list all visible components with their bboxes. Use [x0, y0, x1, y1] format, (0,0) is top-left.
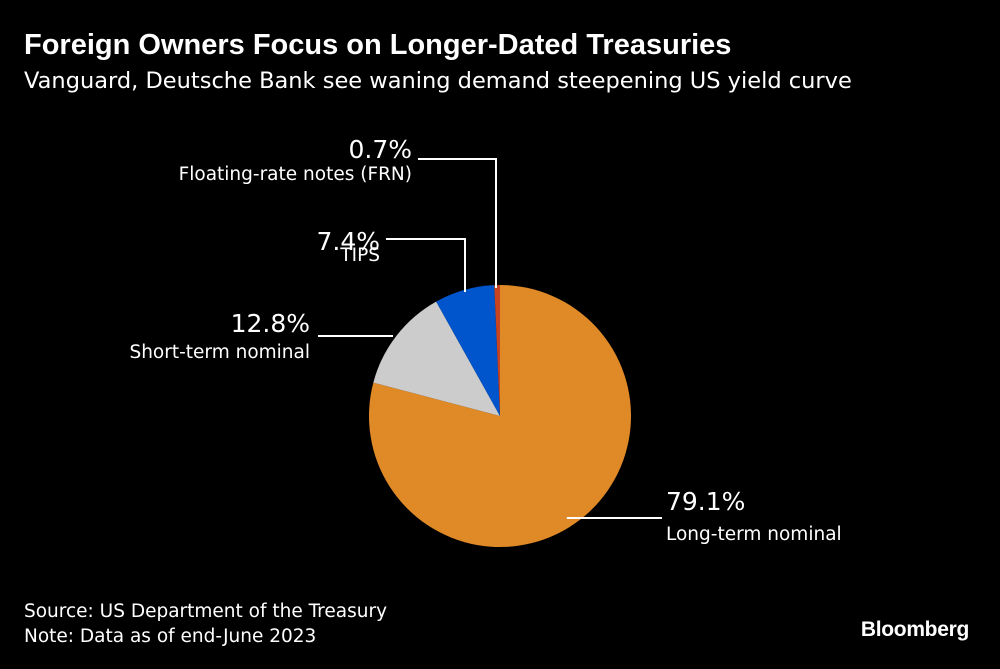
pie-slice-long-term-nominal [369, 285, 631, 548]
chart-title: Foreign Owners Focus on Longer-Dated Tre… [24, 29, 732, 61]
slice-labels: 79.1% Long-term nominal 12.8% Short-term no… [129, 135, 841, 545]
bloomberg-logo: Bloomberg [860, 618, 969, 641]
category-label-short-term-nominal: Short-term nominal [129, 342, 310, 363]
pie-slice-tips [436, 285, 500, 416]
category-label-long-term-nominal: Long-term nominal [666, 524, 842, 545]
value-label-tips: 7.4% [316, 227, 380, 256]
category-label-tips: TIPS [339, 245, 380, 266]
category-label-floating-rate-notes: Floating-rate notes (FRN) [179, 164, 412, 185]
data-note: Note: Data as of end-June 2023 [24, 626, 317, 647]
value-label-short-term-nominal: 12.8% [231, 309, 310, 338]
pie-slices [369, 285, 631, 548]
value-label-floating-rate-notes: 0.7% [348, 135, 412, 164]
leader-line-floating-rate-notes [418, 158, 497, 288]
pie-slice-floating-rate-notes [494, 285, 500, 416]
pie-slice-short-term-nominal [373, 301, 500, 416]
leader-line-tips [386, 238, 466, 292]
value-label-long-term-nominal: 79.1% [666, 487, 745, 516]
leader-lines [318, 158, 662, 519]
chart-subtitle: Vanguard, Deutsche Bank see waning deman… [24, 68, 852, 94]
source-note: Source: US Department of the Treasury [24, 601, 388, 622]
